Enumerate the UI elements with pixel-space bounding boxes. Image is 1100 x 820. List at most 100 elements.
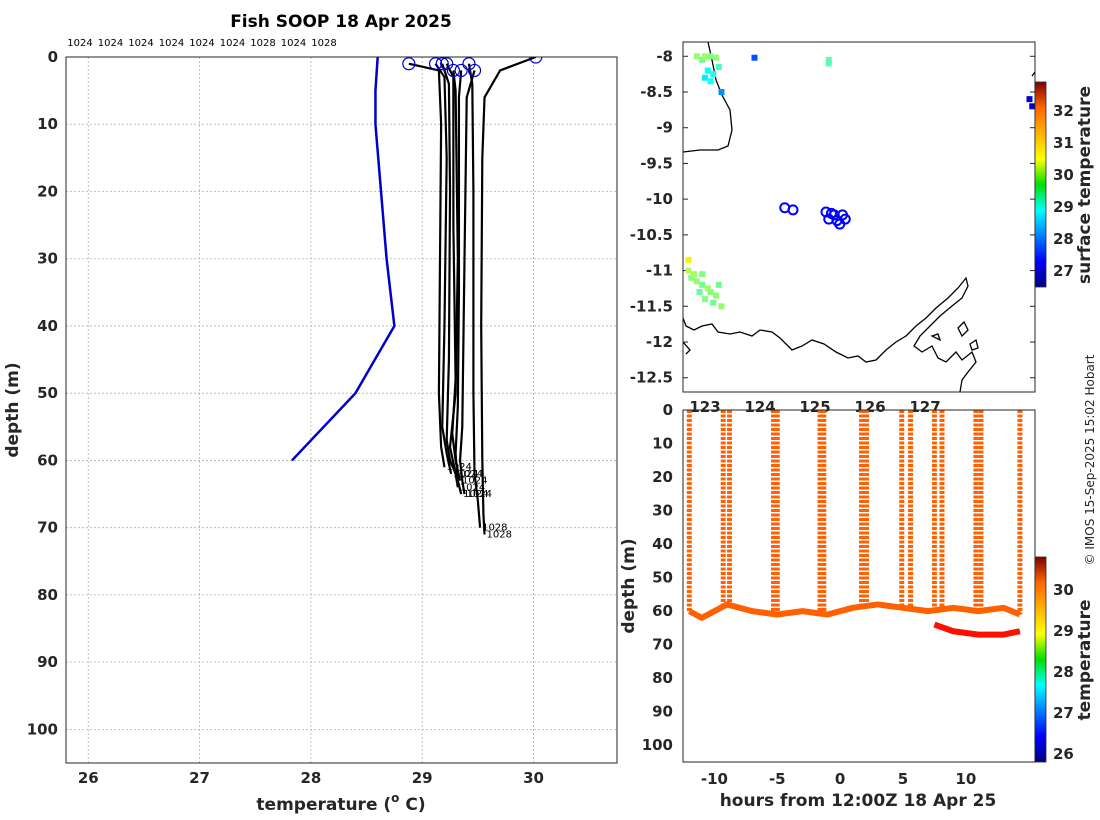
imos-credit: © IMOS 15-Sep-2025 15:02 Hobart <box>1083 354 1097 565</box>
map-y-tick-label: -12 <box>646 333 673 351</box>
map-colorbar-tick-label: 27 <box>1053 262 1074 280</box>
profile-cast-start-marker <box>428 57 443 71</box>
map-sst-points <box>685 53 1035 310</box>
map-sst-cell <box>699 271 706 278</box>
section-y-tick-label: 50 <box>652 569 673 587</box>
profile-cast-line <box>454 70 463 495</box>
profile-y-tick-label: 100 <box>27 720 58 738</box>
map-colorbar-tick-label: 32 <box>1053 102 1074 120</box>
profile-title: Fish SOOP 18 Apr 2025 <box>230 12 452 32</box>
map-sst-cell <box>693 53 700 60</box>
profile-cast-end-label: 1024 <box>446 462 471 473</box>
coastline-island-1 <box>683 341 691 355</box>
profile-y-tick-label: 10 <box>37 115 58 133</box>
profile-cast-end-label: 1024 <box>460 482 485 493</box>
coastline <box>683 42 1035 392</box>
map-cast-marker <box>826 207 837 219</box>
profile-x-tick-label: 27 <box>189 769 210 787</box>
section-colorbar-ticks: 26 27 28 29 30 <box>1053 581 1074 763</box>
map-colorbar-tick-label: 30 <box>1053 166 1074 184</box>
map-cast-marker <box>837 209 848 221</box>
map-sst-cell <box>699 56 706 63</box>
section-x-tick-label: -10 <box>701 770 728 788</box>
profile-y-tick-label: 90 <box>37 653 58 671</box>
map-sst-cell <box>704 67 711 74</box>
section-colorbar-tick-label: 29 <box>1053 622 1074 640</box>
profile-cast-line <box>448 70 459 488</box>
section-y-tick-label: 80 <box>652 669 673 687</box>
map-sst-cell <box>718 89 725 95</box>
map-sst-cell <box>702 53 708 60</box>
map-x-tick-label: 123 <box>689 398 720 416</box>
map-sst-cell <box>704 285 711 292</box>
map-sst-cell <box>707 78 714 85</box>
profile-cast-line <box>434 63 453 475</box>
map-sst-cell <box>688 274 695 281</box>
map-colorbar <box>1034 81 1047 288</box>
profile-chart: Fish SOOP 18 Apr 2025 26 27 28 29 30 0 10 20 30… <box>3 12 618 815</box>
profile-cast-start-marker <box>440 57 454 71</box>
map-sst-cell <box>715 64 722 70</box>
section-x-tick-label: -5 <box>769 770 786 788</box>
map-axes-frame <box>682 41 1036 393</box>
coastline-island-5 <box>969 338 979 351</box>
map-sst-cell <box>715 281 722 288</box>
profile-top-cast-label: 1024 <box>281 38 306 49</box>
profile-cast-start-marker <box>435 57 449 71</box>
map-colorbar-tick-label: 31 <box>1053 134 1074 152</box>
map-y-tick-label: -10 <box>646 190 673 208</box>
section-colorbar-tick-label: 28 <box>1053 663 1074 681</box>
section-x-ticks: -10 -5 0 5 10 <box>701 770 976 788</box>
profile-x-tick-label: 26 <box>78 769 99 787</box>
profile-top-cast-label: 1024 <box>189 38 214 49</box>
section-y-ticks: 0 10 20 30 40 50 60 70 80 90 100 <box>642 401 673 754</box>
profile-y-tick-label: 50 <box>37 384 58 402</box>
map-y-tick-label: -12.5 <box>630 369 673 387</box>
map-sst-cell <box>713 292 719 299</box>
coastline-island-2 <box>957 320 969 338</box>
section-colorbar-tick-label: 27 <box>1053 704 1074 722</box>
map-y-tick-label: -10.5 <box>630 226 673 244</box>
map-y-tick-label: -9.5 <box>640 154 673 172</box>
map-sst-cell <box>702 296 708 303</box>
profile-cast-start-marker <box>467 63 482 78</box>
profile-y-tick-label: 40 <box>37 317 58 335</box>
profile-cast-end-label: 1028 <box>487 529 512 540</box>
section-y-tick-label: 10 <box>652 435 673 453</box>
map-sst-cell <box>707 289 714 295</box>
profile-cast-line <box>480 57 537 535</box>
section-y-tick-label: 90 <box>652 703 673 721</box>
profile-cast-start-marker <box>446 63 460 78</box>
section-x-tick-label: 10 <box>955 770 976 788</box>
profile-cast-end-label: 1024 <box>453 469 478 480</box>
map-cast-locations <box>779 202 851 230</box>
profile-axes-frame <box>65 56 618 764</box>
profile-x-tick-label: 29 <box>412 769 433 787</box>
map-sst-cell <box>707 53 714 60</box>
profile-climatology-line <box>291 57 396 462</box>
profile-x-ticks: 26 27 28 29 30 <box>78 769 544 787</box>
map-sst-cell <box>751 54 758 61</box>
profile-y-tick-label: 0 <box>48 48 58 66</box>
section-bottom-track-warm <box>933 621 1021 638</box>
section-y-tick-label: 30 <box>652 502 673 520</box>
map-sst-cell <box>825 60 832 67</box>
map-x-tick-label: 125 <box>799 398 830 416</box>
map-x-tick-label: 127 <box>909 398 940 416</box>
profile-cast-id-labels: 1024 1024 1024 1024 1024 1024 1028 1024 1028 <box>67 38 336 49</box>
profile-cast-end-label: 1024 <box>458 469 483 480</box>
profile-top-cast-label: 1028 <box>250 38 275 49</box>
map-y-tick-label: -8 <box>656 47 673 65</box>
map-sst-cell <box>1029 103 1035 110</box>
coastline-australia <box>683 276 977 392</box>
map-sst-cell <box>825 56 832 63</box>
map-cast-marker <box>787 204 799 216</box>
map-y-tick-label: -9 <box>656 119 673 137</box>
profile-grid <box>66 56 617 763</box>
profile-top-cast-label: 1028 <box>311 38 336 49</box>
map-sst-cell <box>718 303 725 310</box>
map-sst-cell <box>710 71 717 78</box>
profile-x-label: temperature (o C) <box>256 791 425 815</box>
